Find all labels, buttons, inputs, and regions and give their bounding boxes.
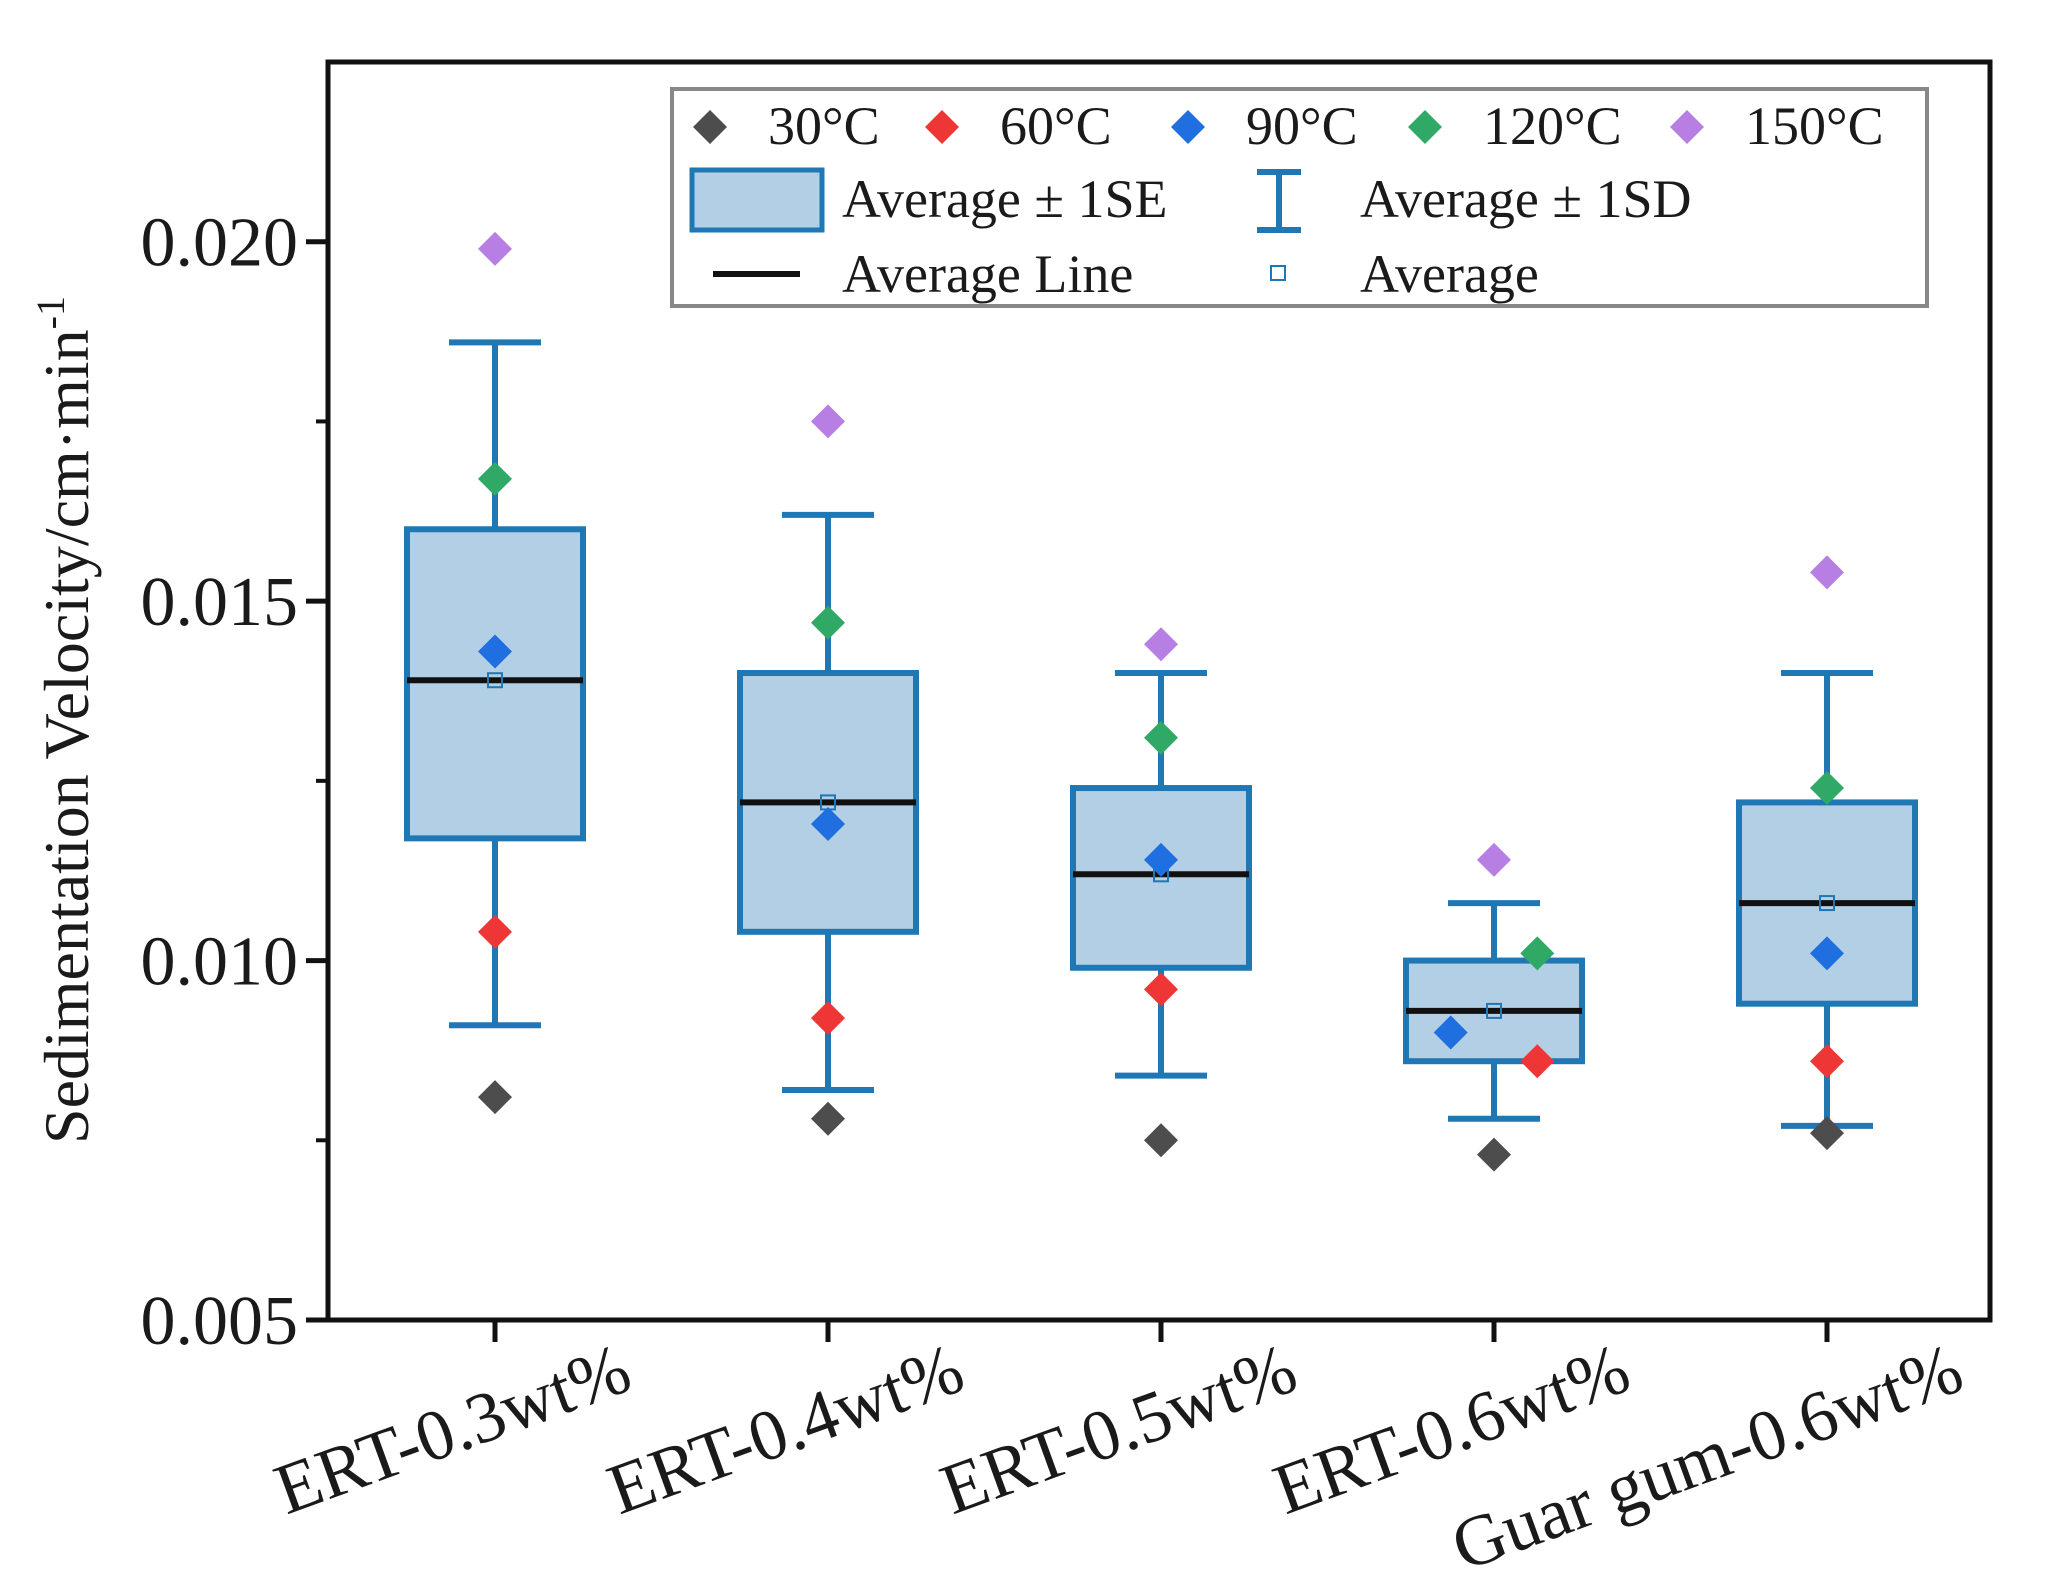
points-layer: [478, 231, 1844, 1172]
axes: 0.005 0.010 0.015 0.020 ERT-0.3wt%ERT-0.4wt%…: [141, 205, 1973, 1575]
data-point-60C: [1520, 1044, 1555, 1079]
legend-marker-90C: [1171, 110, 1205, 144]
y-tick-label: 0.010: [141, 924, 299, 1001]
se-box: [1070, 785, 1252, 971]
data-point-120C: [811, 605, 845, 640]
legend-whisker-label: Average ± 1SD: [1360, 169, 1692, 229]
y-tick-label: 0.020: [141, 205, 299, 282]
legend-marker-120C: [1408, 110, 1442, 144]
data-point-60C: [1810, 1044, 1844, 1079]
se-box: [404, 526, 586, 842]
data-point-30C: [478, 1080, 512, 1115]
data-point-120C: [1810, 771, 1844, 806]
data-point-90C: [1144, 842, 1178, 877]
legend-temperature-entries: 30°C 60°C 90°C 120°C 150°C: [693, 96, 1884, 156]
y-axis-title-main: Sedimentation Velocity/cm·min: [31, 329, 102, 1144]
legend-label-90C: 90°C: [1246, 96, 1358, 156]
data-point-30C: [1477, 1137, 1511, 1172]
data-point-60C: [1144, 972, 1178, 1007]
x-category-label: ERT-0.5wt%: [930, 1328, 1306, 1530]
y-axis-title-superscript: -1: [28, 296, 73, 329]
y-tick-label: 0.015: [141, 564, 299, 641]
data-point-90C: [478, 634, 512, 669]
legend-average-label: Average: [1360, 244, 1539, 304]
y-axis-title: Sedimentation Velocity/cm·min-1: [28, 296, 102, 1144]
average-marker: [487, 672, 503, 689]
data-point-150C: [1810, 555, 1844, 590]
legend-label-150C: 150°C: [1745, 96, 1884, 156]
x-category-label: ERT-0.3wt%: [264, 1328, 640, 1530]
data-point-60C: [478, 914, 512, 949]
data-point-120C: [1144, 720, 1178, 755]
legend-box-label: Average ± 1SE: [842, 169, 1168, 229]
average-marker: [1819, 895, 1835, 912]
box-group: [1070, 670, 1252, 1079]
legend-box-swatch: [689, 167, 825, 233]
legend-label-60C: 60°C: [1000, 96, 1112, 156]
legend-marker-150C: [1670, 110, 1704, 144]
legend-marker-60C: [925, 110, 959, 144]
data-point-90C: [1433, 1015, 1468, 1050]
legend-average-line-label: Average Line: [842, 244, 1133, 304]
legend-whisker-swatch: [1257, 169, 1301, 233]
x-category-label: ERT-0.4wt%: [597, 1328, 973, 1530]
average-marker: [1486, 1002, 1502, 1019]
legend: 30°C 60°C 90°C 120°C 150°C Average ± 1SE Ave…: [670, 87, 1929, 308]
data-point-150C: [1477, 842, 1511, 877]
legend-label-120C: 120°C: [1483, 96, 1622, 156]
legend-frame: [670, 87, 1929, 308]
data-point-30C: [811, 1101, 845, 1136]
data-point-30C: [1144, 1123, 1178, 1158]
box-group: [404, 339, 586, 1029]
data-point-150C: [478, 231, 512, 266]
data-point-60C: [811, 1001, 845, 1036]
legend-average-marker: [1270, 265, 1286, 281]
y-tick-label: 0.005: [141, 1283, 299, 1360]
data-point-150C: [811, 404, 845, 439]
data-point-120C: [1520, 936, 1555, 971]
data-point-90C: [1810, 936, 1844, 971]
boxes-layer: [404, 339, 1918, 1129]
data-point-90C: [811, 806, 845, 841]
data-point-120C: [478, 461, 512, 496]
box-group: [1403, 900, 1585, 1122]
legend-marker-30C: [693, 110, 727, 144]
data-point-150C: [1144, 627, 1178, 662]
data-point-30C: [1810, 1116, 1844, 1151]
legend-label-30C: 30°C: [768, 96, 880, 156]
